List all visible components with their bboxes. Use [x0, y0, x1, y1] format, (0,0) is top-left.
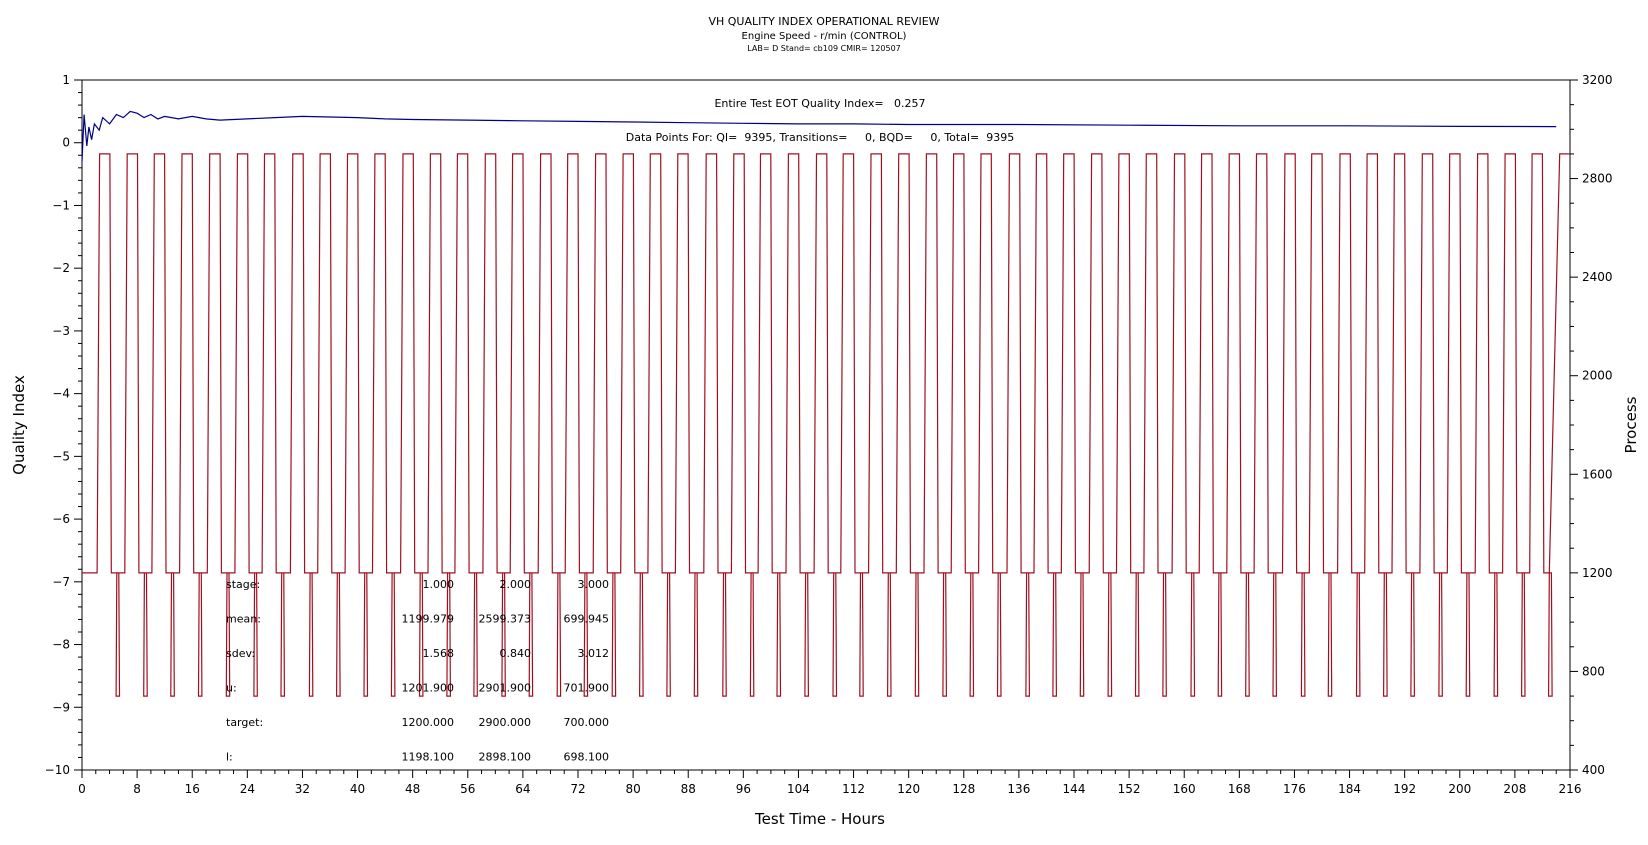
- y-tick-label: −2: [52, 261, 70, 275]
- stats-row-label: sdev:: [226, 647, 255, 660]
- stats-cell: 2898.100: [479, 751, 532, 764]
- y-tick-label: −3: [52, 324, 70, 338]
- x-tick-label: 160: [1173, 782, 1196, 796]
- x-tick-label: 192: [1393, 782, 1416, 796]
- stats-cell: 698.100: [564, 751, 610, 764]
- x-tick-label: 200: [1448, 782, 1471, 796]
- stats-cell: 2900.000: [479, 716, 532, 729]
- x-tick-label: 168: [1228, 782, 1251, 796]
- y-tick-label: −9: [52, 700, 70, 714]
- x-tick-label: 216: [1559, 782, 1582, 796]
- x-tick-label: 184: [1338, 782, 1361, 796]
- quality-index-line: [81, 110, 1557, 162]
- stats-row-label: target:: [226, 716, 263, 729]
- stats-cell: 1198.100: [402, 751, 455, 764]
- stats-cell: 701.900: [564, 682, 610, 695]
- stats-cell: 1199.979: [402, 613, 455, 626]
- x-tick-label: 176: [1283, 782, 1306, 796]
- y-axis-label: Quality Index: [10, 375, 28, 475]
- y-tick-label: −4: [52, 387, 70, 401]
- y2-tick-label: 1200: [1582, 566, 1613, 580]
- stats-cell: 1.000: [423, 578, 455, 591]
- x-axis: 0 8 16 24 32 40 48 56 64 72 80 88 96 104 112 120 128 136 1…: [78, 770, 1581, 796]
- stats-row-label: l:: [226, 751, 233, 764]
- y2-tick-label: 400: [1582, 763, 1605, 777]
- stats-cell: 2599.373: [479, 613, 532, 626]
- stats-cell: 2.000: [500, 578, 532, 591]
- x-tick-label: 80: [625, 782, 640, 796]
- annotation-quality-index: Entire Test EOT Quality Index= 0.257: [714, 97, 925, 110]
- x-tick-label: 48: [405, 782, 420, 796]
- chart-subtitle: Engine Speed - r/min (CONTROL): [742, 31, 907, 42]
- x-tick-label: 16: [185, 782, 200, 796]
- stats-cell: 700.000: [564, 716, 610, 729]
- y2-tick-label: 800: [1582, 664, 1605, 678]
- x-tick-label: 208: [1503, 782, 1526, 796]
- stats-cell: 0.840: [500, 647, 532, 660]
- x-tick-label: 56: [460, 782, 475, 796]
- x-tick-label: 40: [350, 782, 365, 796]
- stats-row-label: stage:: [226, 578, 260, 591]
- x-tick-label: 72: [570, 782, 585, 796]
- y2-tick-label: 2400: [1582, 270, 1613, 284]
- y-axis-left: 1 0 −1 −2 −3 −4 −5 −6 −7 −8 −9 −10: [45, 73, 82, 777]
- x-tick-label: 24: [240, 782, 255, 796]
- stats-cell: 1201.900: [402, 682, 455, 695]
- stats-cell: 699.945: [564, 613, 610, 626]
- x-tick-label: 136: [1007, 782, 1030, 796]
- x-tick-label: 112: [842, 782, 865, 796]
- y2-tick-label: 2800: [1582, 172, 1613, 186]
- stats-cell: 2901.900: [479, 682, 532, 695]
- stats-cell: 1200.000: [402, 716, 455, 729]
- y-tick-label: −1: [52, 198, 70, 212]
- y-axis-right: 3200 2800 2400 2000 1600 1200 800 400: [1570, 73, 1613, 777]
- x-tick-label: 64: [515, 782, 530, 796]
- x-tick-label: 152: [1118, 782, 1141, 796]
- x-tick-label: 32: [295, 782, 310, 796]
- y2-axis-label: Process: [1622, 396, 1640, 453]
- x-tick-label: 120: [897, 782, 920, 796]
- x-tick-label: 8: [133, 782, 141, 796]
- x-tick-label: 104: [787, 782, 810, 796]
- stats-table: stage: 1.000 2.000 3.000 mean: 1199.979 2599.3…: [226, 578, 609, 764]
- y-tick-label: −8: [52, 638, 70, 652]
- plot-frame: [81, 79, 1571, 771]
- y2-tick-label: 3200: [1582, 73, 1613, 87]
- chart-subtitle-lab-info: LAB= D Stand= cb109 CMIR= 120507: [747, 44, 901, 53]
- y2-tick-label: 2000: [1582, 369, 1613, 383]
- x-axis-label: Test Time - Hours: [754, 810, 885, 828]
- y2-tick-label: 1600: [1582, 467, 1613, 481]
- y-tick-label: 0: [62, 136, 70, 150]
- stats-cell: 1.568: [423, 647, 455, 660]
- x-tick-label: 96: [736, 782, 751, 796]
- process-series: [82, 153, 1570, 697]
- y-tick-label: −5: [52, 449, 70, 463]
- y-tick-label: 1: [62, 73, 70, 87]
- x-tick-label: 128: [952, 782, 975, 796]
- x-tick-label: 0: [78, 782, 86, 796]
- stats-row-label: u:: [226, 682, 237, 695]
- x-tick-label: 144: [1063, 782, 1086, 796]
- stats-cell: 3.012: [578, 647, 610, 660]
- y-tick-label: −6: [52, 512, 70, 526]
- stats-row-label: mean:: [226, 613, 261, 626]
- process-line: [82, 153, 1570, 697]
- annotation-data-points: Data Points For: QI= 9395, Transitions= …: [626, 131, 1014, 144]
- x-tick-label: 88: [681, 782, 696, 796]
- stats-cell: 3.000: [578, 578, 610, 591]
- chart-title: VH QUALITY INDEX OPERATIONAL REVIEW: [708, 15, 939, 28]
- y-tick-label: −7: [52, 575, 70, 589]
- y-tick-label: −10: [45, 763, 70, 777]
- quality-index-series: [81, 110, 1557, 162]
